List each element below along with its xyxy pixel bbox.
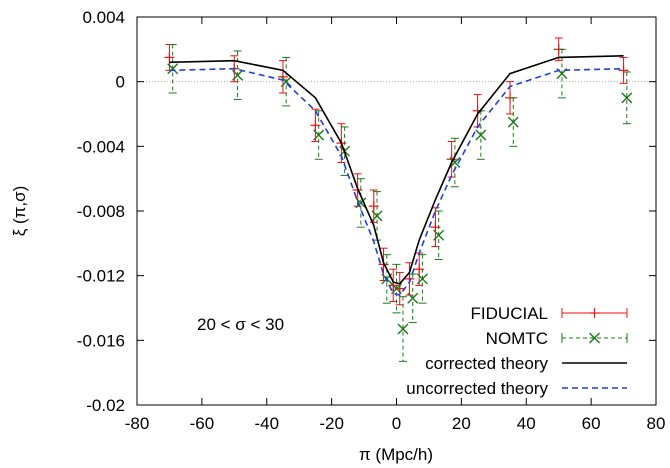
data-point-marker-b bbox=[416, 273, 428, 285]
data-point-marker-b bbox=[371, 210, 383, 222]
data-point-marker-b bbox=[313, 129, 325, 141]
x-tick-label: -80 bbox=[125, 414, 150, 433]
data-point-marker-b bbox=[621, 92, 633, 104]
legend-sample-marker-b bbox=[589, 332, 600, 344]
sigma-range-annotation: 20 < σ < 30 bbox=[197, 315, 284, 334]
data-point-marker-b bbox=[475, 129, 487, 141]
legend: FIDUCIAL NOMTC corrected theory uncorrected… bbox=[406, 304, 628, 398]
y-tick-label: -0.004 bbox=[77, 137, 125, 156]
series-nomtc bbox=[167, 43, 633, 362]
data-point-marker-b bbox=[433, 229, 445, 241]
series-layer bbox=[164, 37, 633, 362]
x-tick-label: -60 bbox=[190, 414, 215, 433]
data-point-marker-b bbox=[232, 69, 244, 81]
data-point-marker-b bbox=[507, 116, 519, 128]
y-tick-label: 0.004 bbox=[82, 8, 125, 27]
legend-label: uncorrected theory bbox=[406, 379, 548, 398]
data-point-marker-b bbox=[449, 157, 461, 168]
x-tick-label: 60 bbox=[582, 414, 601, 433]
plot-frame bbox=[136, 16, 657, 406]
x-tick-label: 20 bbox=[452, 414, 471, 433]
y-tick-label: -0.02 bbox=[86, 396, 125, 415]
series-line-corrected-theory bbox=[169, 55, 624, 285]
legend-label: FIDUCIAL bbox=[471, 304, 548, 323]
data-point-marker-b bbox=[391, 283, 402, 295]
x-axis-ticks: -80 -60 -40 -20 0 20 40 60 80 bbox=[125, 17, 666, 433]
y-tick-label: -0.016 bbox=[77, 331, 125, 350]
x-tick-label: -40 bbox=[254, 414, 279, 433]
data-point-marker-b bbox=[167, 63, 179, 75]
x-tick-label: 0 bbox=[392, 414, 401, 433]
data-point-marker-b bbox=[397, 323, 409, 335]
x-tick-label: 80 bbox=[647, 414, 666, 433]
x-tick-label: -20 bbox=[319, 414, 344, 433]
x-axis-title: π (Mpc/h) bbox=[359, 445, 433, 464]
y-tick-label: 0 bbox=[116, 73, 125, 92]
x-tick-label: 40 bbox=[517, 414, 536, 433]
y-tick-label: -0.012 bbox=[77, 267, 125, 286]
legend-label: NOMTC bbox=[486, 329, 548, 348]
data-point-marker-b bbox=[280, 76, 292, 88]
y-tick-label: -0.008 bbox=[77, 202, 125, 221]
y-axis-ticks: 0.004 0 -0.004 -0.008 -0.012 -0.016 -0.02 bbox=[77, 8, 656, 415]
data-point-marker-b bbox=[407, 292, 419, 304]
y-axis-title: ξ (π,σ) bbox=[10, 186, 29, 237]
series-line-uncorrected-theory bbox=[169, 67, 624, 297]
legend-label: corrected theory bbox=[425, 354, 548, 373]
data-point-marker-b bbox=[355, 197, 367, 209]
